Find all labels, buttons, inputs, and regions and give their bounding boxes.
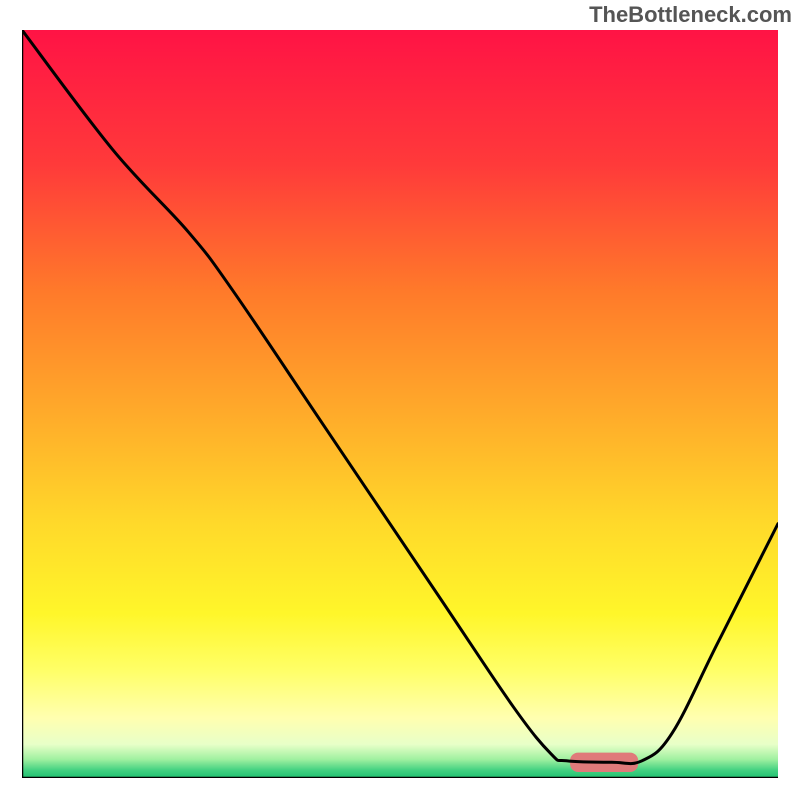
gradient-background [22, 30, 778, 778]
plot-svg [22, 30, 778, 778]
plot-area [22, 30, 778, 778]
chart-container: TheBottleneck.com [0, 0, 800, 800]
watermark-text: TheBottleneck.com [589, 2, 792, 28]
